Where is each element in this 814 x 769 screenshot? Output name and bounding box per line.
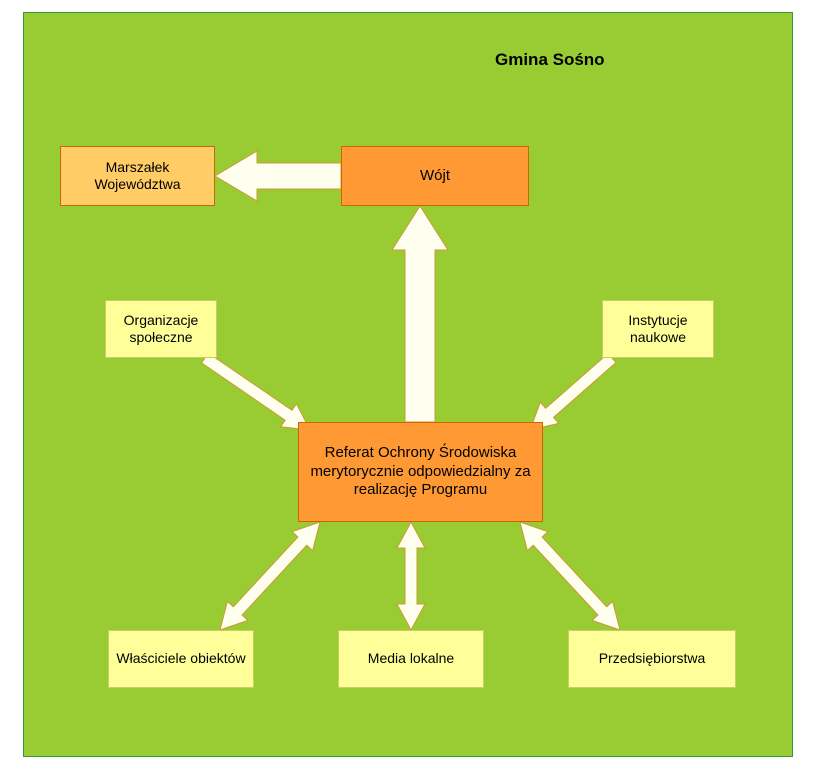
diagram-title: Gmina Sośno [495,50,605,70]
node-instytucje: Instytucje naukowe [602,300,714,358]
node-marszalek: Marszałek Województwa [60,146,215,206]
node-referat: Referat Ochrony Środowiska merytorycznie… [298,422,543,522]
diagram-canvas: Gmina Sośno Marszałek Województwa Wójt O… [0,0,814,769]
node-wlasciciele: Właściciele obiektów [108,630,254,688]
node-wojt: Wójt [341,146,529,206]
node-media: Media lokalne [338,630,484,688]
node-przedsiebiorstwa: Przedsiębiorstwa [568,630,736,688]
node-organizacje: Organizacje społeczne [105,300,217,358]
